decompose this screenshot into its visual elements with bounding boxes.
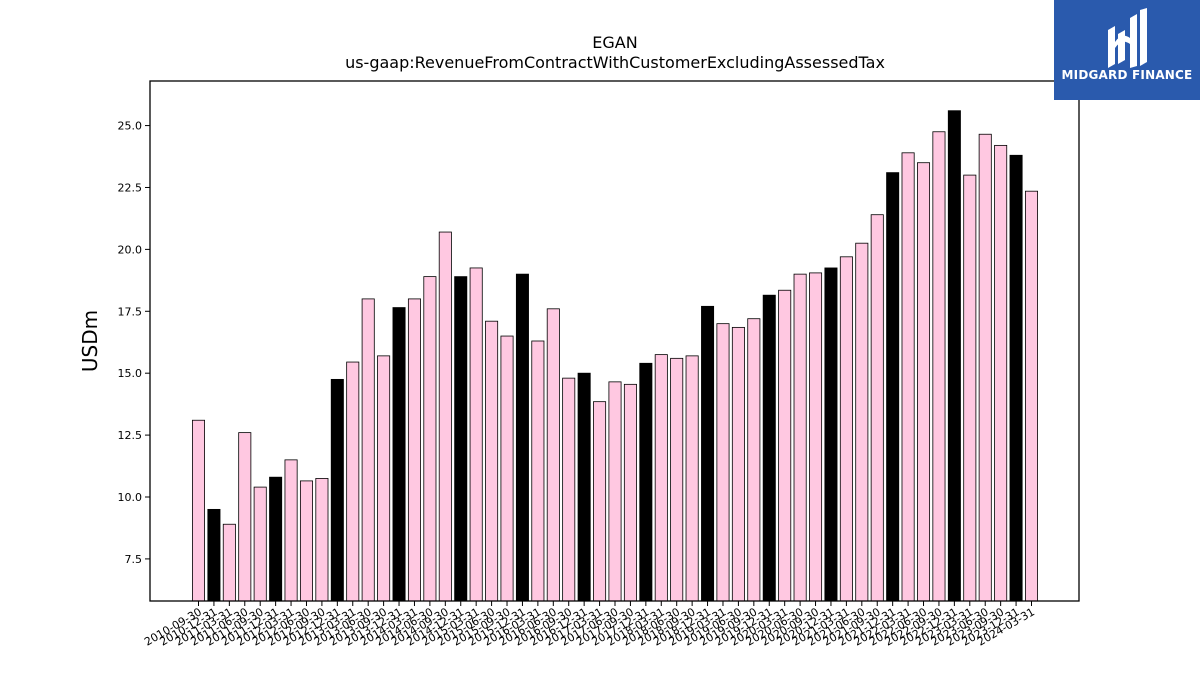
bar-2020-09-30	[809, 272, 823, 602]
bar-2013-03-31	[346, 361, 360, 602]
bar-2020-12-31	[824, 267, 838, 602]
y-tick-label: 25.0	[118, 120, 143, 133]
bar-2013-06-30	[361, 298, 375, 602]
bar-2014-12-31	[454, 276, 468, 602]
y-tick-label: 7.5	[125, 553, 143, 566]
bar-2020-06-30	[793, 273, 807, 602]
bar-2011-06-30	[238, 432, 252, 602]
bar-group	[191, 110, 1039, 602]
bar-2016-06-30	[546, 308, 560, 602]
bar-2017-09-30	[623, 383, 637, 602]
y-tick-label: 15.0	[118, 367, 143, 380]
y-tick-label: 12.5	[118, 429, 143, 442]
chart-title: EGAN	[592, 33, 637, 52]
bar-2016-09-30	[562, 377, 576, 602]
bar-2012-09-30	[315, 478, 329, 602]
bar-2022-03-31	[901, 152, 915, 602]
bar-2019-06-30	[731, 326, 745, 602]
bar-2021-03-31	[839, 256, 853, 602]
bar-2022-09-30	[932, 131, 946, 602]
bar-2017-06-30	[608, 381, 622, 602]
plot-frame	[149, 80, 1080, 602]
bar-2012-12-31	[330, 378, 344, 602]
bar-2014-03-31	[407, 298, 421, 602]
bar-2022-12-31	[947, 110, 961, 602]
y-tick-label: 22.5	[118, 181, 143, 194]
bar-2019-03-31	[716, 323, 730, 602]
bar-2023-09-30	[994, 144, 1008, 602]
bar-2016-03-31	[531, 340, 545, 602]
y-tick-label: 20.0	[118, 243, 143, 256]
bar-2021-06-30	[855, 242, 869, 602]
bar-2021-09-30	[870, 214, 884, 602]
bar-2013-09-30	[377, 355, 391, 602]
bar-2022-06-30	[917, 162, 931, 602]
bar-2023-06-30	[978, 133, 992, 602]
logo-text: MIDGARD FINANCE	[1061, 68, 1193, 82]
bar-2011-12-31	[269, 476, 283, 602]
bar-2018-03-31	[654, 354, 668, 602]
bar-2015-03-31	[469, 267, 483, 602]
bar-2012-03-31	[284, 459, 298, 602]
midgard-finance-logo: MIDGARD FINANCE	[1054, 0, 1200, 100]
x-axis: 2010-09-302010-12-312011-03-312011-06-30…	[142, 601, 1037, 649]
bar-2015-12-31	[515, 273, 529, 602]
bar-2015-06-30	[485, 320, 499, 602]
bar-2011-09-30	[253, 486, 267, 602]
bar-2010-12-31	[207, 508, 221, 602]
bar-2023-12-31	[1009, 154, 1023, 602]
y-axis: 7.5 10.0 12.5 15.0 17.5 20.0 22.5 25.0	[118, 120, 150, 566]
y-tick-label: 10.0	[118, 491, 143, 504]
bar-2013-12-31	[392, 307, 406, 602]
bar-2017-03-31	[593, 401, 607, 602]
bar-2017-12-31	[639, 362, 653, 602]
bar-2019-12-31	[762, 294, 776, 602]
bar-2010-09-30	[191, 419, 205, 602]
bar-2014-06-30	[423, 276, 437, 602]
bar-2015-09-30	[500, 335, 514, 602]
bar-2018-12-31	[701, 305, 715, 602]
chart-subtitle: us-gaap:RevenueFromContractWithCustomerE…	[345, 53, 885, 72]
bar-2011-03-31	[222, 523, 236, 602]
bar-2024-03-31	[1025, 190, 1039, 602]
bar-2014-09-30	[438, 231, 452, 602]
bar-2019-09-30	[747, 318, 761, 602]
bar-2016-12-31	[577, 372, 591, 602]
bar-2023-03-31	[963, 174, 977, 602]
bar-2018-06-30	[670, 357, 684, 602]
bar-2021-12-31	[886, 172, 900, 602]
y-tick-label: 17.5	[118, 305, 143, 318]
bar-2020-03-31	[778, 289, 792, 602]
y-axis-label: USDm	[78, 310, 102, 372]
bar-2018-09-30	[685, 355, 699, 602]
midgard-logo-icon	[1108, 8, 1147, 68]
bar-2012-06-30	[299, 480, 313, 602]
